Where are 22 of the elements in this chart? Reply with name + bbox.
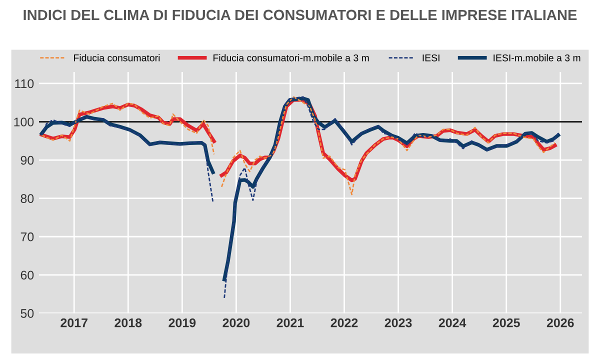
x-tick-label: 2020 — [222, 318, 250, 328]
x-tick-label: 2026 — [546, 318, 574, 328]
y-tick-label: 50 — [20, 309, 34, 318]
y-tick-label: 70 — [20, 232, 34, 242]
y-tick-label: 80 — [20, 194, 34, 203]
x-tick-label: 2022 — [330, 318, 358, 328]
y-tick-label: 100 — [14, 118, 34, 126]
chart-title: INDICI DEL CLIMA DI FIDUCIA DEI CONSUMATORI E DELLE IMPRESE ITALIANE — [24, 10, 577, 20]
legend-label: IESI — [422, 54, 440, 62]
x-tick-label: 2018 — [114, 318, 142, 328]
x-tick-label: 2017 — [60, 318, 88, 328]
x-tick-label: 2021 — [276, 318, 304, 328]
x-tick-label: 2024 — [438, 318, 466, 328]
y-tick-label: 60 — [20, 270, 34, 280]
legend-label: Fiducia consumatori-m.mobile a 3 m — [214, 54, 369, 62]
x-tick-label: 2019 — [168, 318, 196, 328]
x-tick-label: 2025 — [492, 318, 520, 328]
legend-label: Fiducia consumatori — [74, 54, 160, 62]
y-tick-label: 90 — [20, 156, 34, 165]
legend-label: IESI-m.mobile a 3 m — [494, 54, 580, 62]
x-tick-label: 2023 — [384, 318, 412, 328]
y-tick-label: 110 — [15, 79, 34, 88]
